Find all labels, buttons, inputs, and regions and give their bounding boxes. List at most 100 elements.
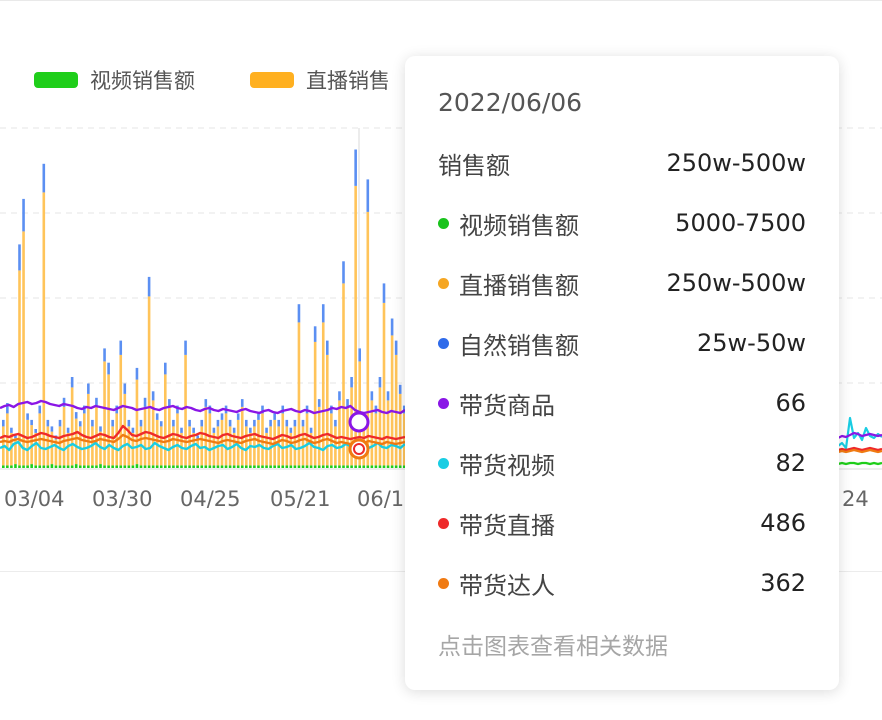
bar-live-sales <box>151 400 155 466</box>
bar-live-sales <box>390 335 394 466</box>
bar-natural-sales <box>30 419 33 426</box>
hover-marker-live-streams <box>353 443 365 455</box>
bar-video-sales <box>147 465 151 468</box>
bar-video-sales <box>253 465 256 468</box>
bar-video-sales <box>139 465 143 468</box>
bar-natural-sales <box>358 348 361 362</box>
bar-video-sales <box>374 465 378 468</box>
tooltip-value: 486 <box>760 509 806 537</box>
tooltip-label: 自然销售额 <box>459 331 579 360</box>
bar-video-sales <box>277 465 280 468</box>
legend-item-video-sales[interactable]: 视频销售额 <box>34 66 195 94</box>
bar-video-sales <box>26 465 29 468</box>
line-videos-right <box>837 416 882 450</box>
bar-live-sales <box>228 426 232 466</box>
bar-live-sales <box>18 270 21 466</box>
bar-video-sales <box>289 465 293 468</box>
bar-natural-sales <box>123 383 127 394</box>
series-dot-icon <box>438 577 449 589</box>
bar-video-sales <box>269 465 272 468</box>
bar-natural-sales <box>228 419 232 427</box>
bar-video-sales <box>232 465 236 468</box>
tooltip-value: 25w-50w <box>697 329 806 357</box>
bar-video-sales <box>326 465 329 468</box>
bar-natural-sales <box>147 276 151 297</box>
bar-video-sales <box>62 465 66 468</box>
bar-natural-sales <box>216 419 220 427</box>
bar-natural-sales <box>26 413 29 420</box>
bar-live-sales <box>78 426 82 466</box>
bar-live-sales <box>50 431 54 465</box>
bar-natural-sales <box>95 397 98 407</box>
bar-natural-sales <box>289 427 293 433</box>
bar-video-sales <box>293 465 297 468</box>
bar-video-sales <box>261 465 264 468</box>
bar-video-sales <box>362 465 366 468</box>
bar-video-sales <box>192 465 195 468</box>
bar-natural-sales <box>285 419 289 427</box>
line-products-right <box>837 431 882 439</box>
bar-natural-sales <box>74 412 78 419</box>
bar-natural-sales <box>107 362 110 375</box>
bar-video-sales <box>54 465 58 468</box>
x-tick-label: 24 <box>842 487 869 511</box>
bar-natural-sales <box>390 318 394 336</box>
bar-natural-sales <box>135 367 139 380</box>
bar-live-sales <box>70 387 74 466</box>
line-products <box>0 399 406 415</box>
bar-video-sales <box>6 465 9 468</box>
bar-live-sales <box>382 302 386 466</box>
series-dot-icon <box>438 337 449 349</box>
bar-natural-sales <box>111 419 114 427</box>
bar-natural-sales <box>66 427 70 433</box>
tooltip-label: 视频销售额 <box>459 211 579 240</box>
bar-video-sales <box>370 465 374 468</box>
bar-natural-sales <box>240 399 244 407</box>
bar-natural-sales <box>6 403 9 414</box>
bar-natural-sales <box>326 340 329 355</box>
tooltip-value: 82 <box>775 449 806 477</box>
bar-video-sales <box>123 465 127 468</box>
bar-video-sales <box>354 465 357 468</box>
legend-item-live-sales[interactable]: 直播销售 <box>250 66 390 94</box>
bar-video-sales <box>204 465 208 468</box>
bar-video-sales <box>236 465 240 468</box>
bar-natural-sales <box>62 397 66 407</box>
bar-video-sales <box>342 465 345 468</box>
bar-natural-sales <box>38 405 42 414</box>
x-tick-label: 05/21 <box>270 487 331 511</box>
bar-video-sales <box>358 465 361 468</box>
bar-live-sales <box>204 406 208 466</box>
tooltip-row-influencers: 带货达人 362 <box>438 566 806 600</box>
bar-natural-sales <box>119 340 123 355</box>
bar-video-sales <box>257 465 260 468</box>
bar-live-sales <box>74 418 78 465</box>
x-tick-label: 03/04 <box>4 487 65 511</box>
bar-natural-sales <box>232 427 236 433</box>
bar-natural-sales <box>277 419 280 427</box>
bar-live-sales <box>245 426 248 466</box>
legend-swatch-live-sales <box>250 72 294 88</box>
bar-video-sales <box>46 465 50 468</box>
bar-live-sales <box>346 406 349 466</box>
bar-natural-sales <box>42 163 46 193</box>
bar-natural-sales <box>103 348 106 362</box>
bar-natural-sales <box>394 340 398 355</box>
bar-video-sales <box>330 465 333 468</box>
bar-natural-sales <box>164 362 167 375</box>
bar-video-sales <box>378 465 382 468</box>
bar-live-sales <box>30 425 33 465</box>
bar-video-sales <box>10 465 13 468</box>
bar-natural-sales <box>188 419 191 427</box>
bar-video-sales <box>58 465 62 468</box>
bar-natural-sales <box>354 149 357 186</box>
bar-video-sales <box>66 465 70 468</box>
bar-natural-sales <box>18 244 21 271</box>
bar-natural-sales <box>2 419 5 427</box>
bar-video-sales <box>14 464 17 468</box>
bar-video-sales <box>111 465 114 468</box>
bar-natural-sales <box>184 340 187 355</box>
bar-natural-sales <box>350 377 353 388</box>
bar-video-sales <box>91 465 94 468</box>
tooltip-row-videos: 带货视频 82 <box>438 446 806 480</box>
